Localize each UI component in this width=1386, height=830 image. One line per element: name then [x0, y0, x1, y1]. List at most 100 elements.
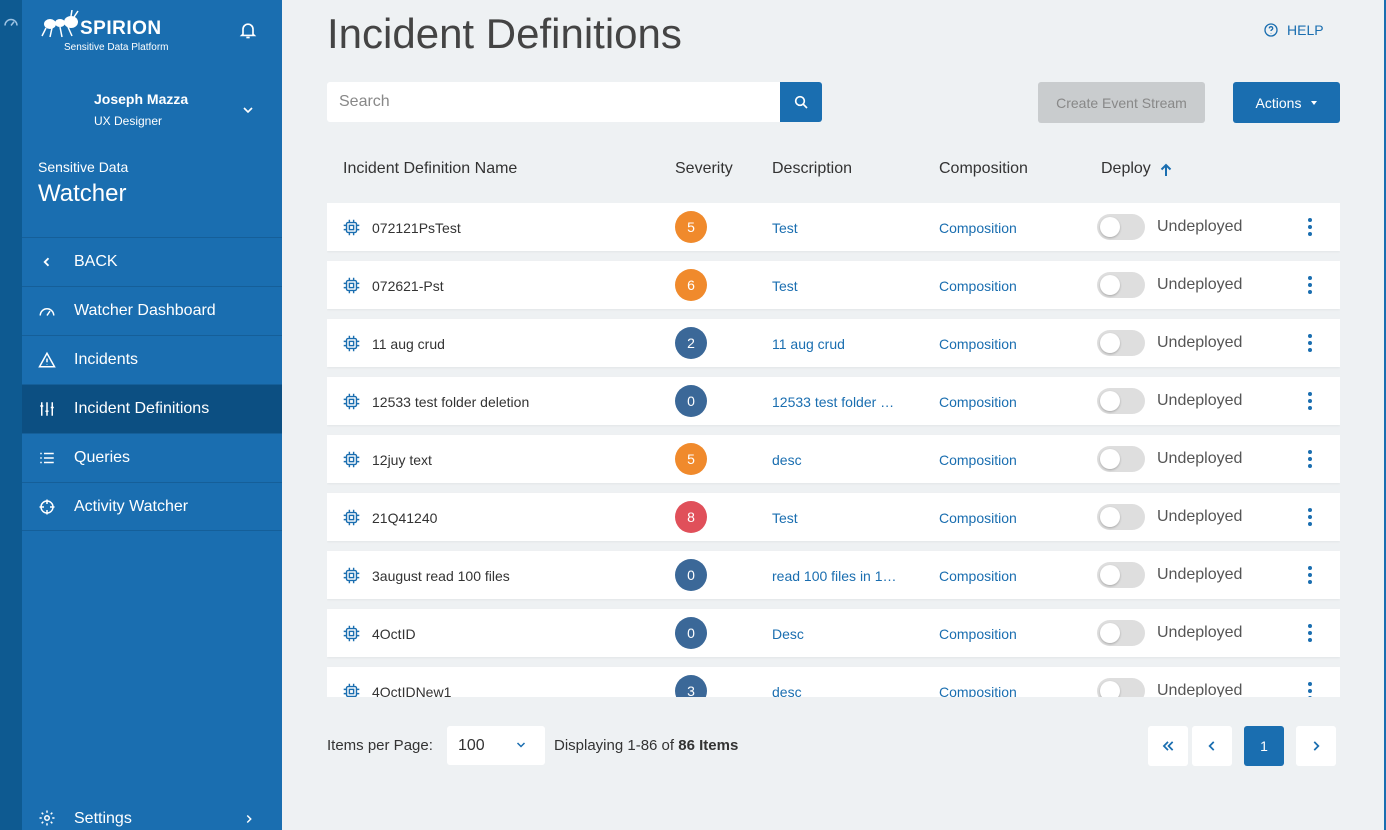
column-header-description[interactable]: Description: [772, 160, 853, 177]
description-link[interactable]: Desc: [772, 626, 804, 642]
column-header-deploy[interactable]: Deploy: [1101, 160, 1151, 177]
right-edge-bar: [1384, 0, 1386, 830]
previous-page-button[interactable]: [1192, 726, 1232, 766]
composition-link[interactable]: Composition: [939, 568, 1017, 584]
toggle-knob: [1100, 275, 1120, 295]
table-row[interactable]: 4OctIDNew1 3 desc Composition Undeployed: [327, 667, 1340, 697]
nav-item-incidents[interactable]: Incidents: [22, 335, 282, 384]
table-row[interactable]: 4OctID 0 Desc Composition Undeployed: [327, 609, 1340, 657]
description-link[interactable]: desc: [772, 452, 802, 468]
more-options-icon[interactable]: [1305, 507, 1315, 527]
incident-definition-name[interactable]: 12533 test folder deletion: [372, 394, 530, 410]
column-header-name[interactable]: Incident Definition Name: [343, 160, 518, 177]
sidebar-nav: BACK Watcher Dashboard Incidents Inciden…: [22, 237, 282, 531]
incident-definition-name[interactable]: 11 aug crud: [372, 336, 445, 352]
deploy-toggle[interactable]: [1097, 388, 1145, 414]
incident-definitions-table: 072121PsTest 5 Test Composition Undeployed 07…: [327, 203, 1340, 697]
more-options-icon[interactable]: [1305, 391, 1315, 411]
incident-definition-name[interactable]: 21Q41240: [372, 510, 438, 526]
nav-item-activity-watcher[interactable]: Activity Watcher: [22, 482, 282, 531]
description-link[interactable]: Test: [772, 510, 798, 526]
description-link[interactable]: read 100 files in 1…: [772, 568, 897, 584]
deploy-toggle[interactable]: [1097, 272, 1145, 298]
table-row[interactable]: 3august read 100 files 0 read 100 files in…: [327, 551, 1340, 599]
table-row[interactable]: 12533 test folder deletion 0 12533 test fo…: [327, 377, 1340, 425]
nav-item-queries[interactable]: Queries: [22, 433, 282, 482]
items-per-page-select[interactable]: 100: [447, 726, 545, 765]
search-input[interactable]: [327, 82, 780, 122]
incident-definition-name[interactable]: 3august read 100 files: [372, 568, 510, 584]
composition-link[interactable]: Composition: [939, 394, 1017, 410]
composition-link[interactable]: Composition: [939, 510, 1017, 526]
chip-icon: [343, 509, 360, 526]
next-page-button[interactable]: [1296, 726, 1336, 766]
chip-icon: [343, 277, 360, 294]
more-options-icon[interactable]: [1305, 217, 1315, 237]
bell-icon[interactable]: [238, 20, 258, 40]
column-header-composition[interactable]: Composition: [939, 160, 1028, 177]
more-options-icon[interactable]: [1305, 565, 1315, 585]
incident-definition-name[interactable]: 4OctIDNew1: [372, 684, 452, 697]
sliders-icon: [40, 402, 54, 416]
search-button[interactable]: [780, 82, 822, 122]
sort-arrow-up-icon[interactable]: [1160, 163, 1172, 177]
app-rail: [0, 0, 22, 830]
description-link[interactable]: 12533 test folder …: [772, 394, 895, 410]
deploy-toggle[interactable]: [1097, 446, 1145, 472]
description-link[interactable]: Test: [772, 278, 798, 294]
more-options-icon[interactable]: [1305, 333, 1315, 353]
nav-item-back[interactable]: BACK: [22, 237, 282, 286]
column-header-severity[interactable]: Severity: [675, 160, 733, 177]
deploy-status: Undeployed: [1157, 392, 1243, 409]
deploy-toggle[interactable]: [1097, 330, 1145, 356]
table-row[interactable]: 072621-Pst 6 Test Composition Undeployed: [327, 261, 1340, 309]
composition-link[interactable]: Composition: [939, 684, 1017, 697]
deploy-toggle[interactable]: [1097, 678, 1145, 697]
description-link[interactable]: desc: [772, 684, 802, 697]
deploy-toggle[interactable]: [1097, 562, 1145, 588]
nav-item-label: Incidents: [74, 351, 139, 368]
nav-item-incident-definitions[interactable]: Incident Definitions: [22, 384, 282, 433]
settings-label: Settings: [74, 810, 132, 827]
page-button-current[interactable]: 1: [1244, 726, 1284, 766]
deploy-status: Undeployed: [1157, 276, 1243, 293]
caret-down-icon: [1311, 100, 1318, 105]
actions-button[interactable]: Actions: [1233, 82, 1340, 123]
first-page-button[interactable]: [1148, 726, 1188, 766]
more-options-icon[interactable]: [1305, 681, 1315, 697]
nav-item-watcher-dashboard[interactable]: Watcher Dashboard: [22, 286, 282, 335]
deploy-status: Undeployed: [1157, 334, 1243, 351]
description-link[interactable]: 11 aug crud: [772, 336, 845, 352]
create-event-stream-button[interactable]: Create Event Stream: [1038, 82, 1205, 123]
spirion-logo: SPIRION Sensitive Data Platform: [40, 10, 200, 58]
help-link[interactable]: HELP: [1263, 22, 1324, 38]
composition-link[interactable]: Composition: [939, 452, 1017, 468]
incident-definition-name[interactable]: 12juy text: [372, 452, 432, 468]
incident-definition-name[interactable]: 072621-Pst: [372, 278, 444, 294]
deploy-toggle[interactable]: [1097, 214, 1145, 240]
deploy-toggle[interactable]: [1097, 620, 1145, 646]
deploy-toggle[interactable]: [1097, 504, 1145, 530]
user-role: UX Designer: [94, 114, 163, 128]
more-options-icon[interactable]: [1305, 449, 1315, 469]
gauge-icon[interactable]: [2, 12, 20, 30]
incident-definition-name[interactable]: 072121PsTest: [372, 220, 461, 236]
settings-item[interactable]: Settings: [22, 796, 282, 830]
list-icon: [40, 452, 54, 464]
chevron-left-icon: [43, 257, 50, 267]
table-row[interactable]: 21Q41240 8 Test Composition Undeployed: [327, 493, 1340, 541]
incident-definition-name[interactable]: 4OctID: [372, 626, 416, 642]
table-row[interactable]: 12juy text 5 desc Composition Undeployed: [327, 435, 1340, 483]
deploy-status: Undeployed: [1157, 682, 1243, 697]
composition-link[interactable]: Composition: [939, 336, 1017, 352]
toggle-knob: [1100, 565, 1120, 585]
description-link[interactable]: Test: [772, 220, 798, 236]
more-options-icon[interactable]: [1305, 623, 1315, 643]
composition-link[interactable]: Composition: [939, 220, 1017, 236]
more-options-icon[interactable]: [1305, 275, 1315, 295]
table-row[interactable]: 072121PsTest 5 Test Composition Undeployed: [327, 203, 1340, 251]
table-row[interactable]: 11 aug crud 2 11 aug crud Composition Undepl…: [327, 319, 1340, 367]
chevron-down-icon[interactable]: [240, 102, 256, 118]
composition-link[interactable]: Composition: [939, 626, 1017, 642]
composition-link[interactable]: Composition: [939, 278, 1017, 294]
